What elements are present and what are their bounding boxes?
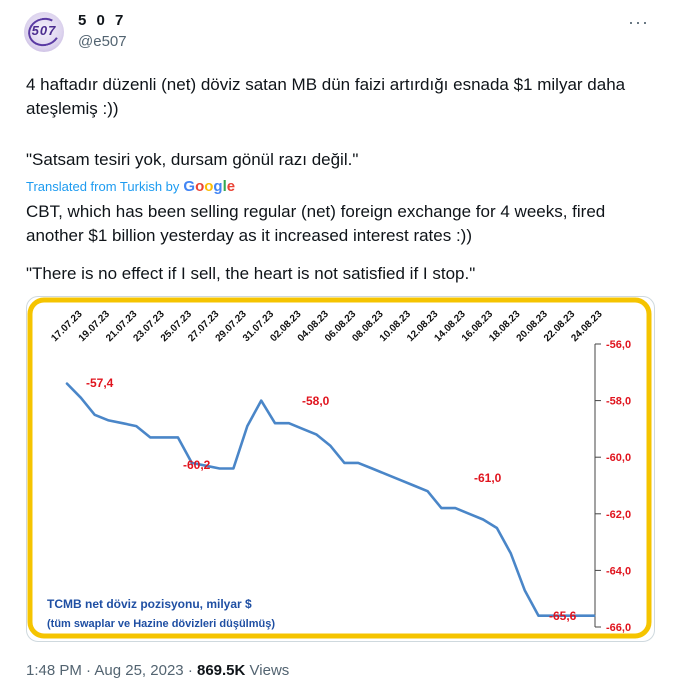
tweet-date[interactable]: Aug 25, 2023 bbox=[94, 662, 184, 679]
tweet-media-image[interactable]: -56,0 -58,0 -60,0 -62,0 -64,0 -66,0 17.07.23 19… bbox=[26, 296, 655, 642]
data-point bbox=[385, 473, 387, 475]
data-point bbox=[288, 422, 290, 425]
data-label: -57,4 bbox=[86, 376, 114, 390]
more-horizontal-icon[interactable]: ··· bbox=[628, 12, 649, 32]
data-point bbox=[371, 467, 373, 470]
data-label: -60,2 bbox=[183, 458, 211, 472]
y-tick-label: -60,0 bbox=[606, 452, 631, 464]
chart-border bbox=[27, 297, 652, 639]
translation-label: Translated from Turkish by bbox=[26, 179, 180, 194]
views-label: Views bbox=[249, 662, 290, 679]
data-point bbox=[357, 462, 360, 464]
y-tick-label: -58,0 bbox=[606, 396, 631, 408]
chart-caption-line-1: TCMB net döviz pozisyonu, milyar $ bbox=[47, 597, 252, 611]
translation-attribution[interactable]: Translated from Turkish by Google bbox=[26, 178, 235, 195]
tweet-original-paragraph-1: 4 haftadır düzenli (net) döviz satan MB … bbox=[26, 75, 626, 118]
data-point bbox=[274, 422, 276, 425]
tweet-time[interactable]: 1:48 PM bbox=[26, 662, 82, 679]
data-point bbox=[204, 464, 207, 467]
data-point bbox=[593, 614, 595, 617]
data-point bbox=[523, 589, 526, 592]
author-display-name[interactable]: 5 0 7 bbox=[78, 12, 127, 29]
tweet-original-paragraph-2: "Satsam tesiri yok, dursam gönül razı de… bbox=[26, 150, 359, 169]
data-point bbox=[496, 527, 498, 529]
line-chart: -56,0-58,0-60,0-62,0-64,0-66,017.07.2319… bbox=[27, 297, 652, 639]
data-point bbox=[107, 419, 110, 422]
y-tick-label: -66,0 bbox=[606, 622, 631, 634]
google-logo-icon: Google bbox=[183, 178, 236, 195]
data-point bbox=[454, 507, 457, 509]
data-point bbox=[551, 614, 554, 617]
tweet-footer: 1:48 PM · Aug 25, 2023 · 869.5K Views bbox=[26, 662, 289, 679]
y-tick-label: -62,0 bbox=[606, 509, 631, 521]
data-label: -65,6 bbox=[549, 609, 577, 623]
data-point bbox=[135, 425, 138, 427]
data-point bbox=[509, 552, 512, 555]
data-point bbox=[440, 507, 443, 509]
views-count: 869.5K bbox=[196, 662, 246, 679]
data-point bbox=[579, 614, 581, 617]
data-point bbox=[301, 428, 304, 430]
data-point bbox=[399, 479, 401, 481]
data-point bbox=[329, 445, 332, 447]
data-point bbox=[163, 436, 165, 439]
data-point bbox=[191, 462, 193, 464]
data-point bbox=[80, 396, 82, 399]
tweet-translated-paragraph-2: "There is no effect if I sell, the heart… bbox=[26, 264, 476, 283]
data-point bbox=[468, 513, 470, 515]
data-point bbox=[177, 436, 179, 439]
data-label: -58,0 bbox=[302, 394, 330, 408]
data-point bbox=[260, 399, 262, 402]
data-point bbox=[537, 614, 540, 617]
y-tick-label: -56,0 bbox=[606, 339, 631, 351]
data-point bbox=[66, 382, 68, 385]
data-point bbox=[218, 467, 221, 470]
data-point bbox=[149, 436, 152, 439]
author-handle[interactable]: @e507 bbox=[78, 33, 127, 50]
data-point bbox=[482, 518, 484, 521]
data-point bbox=[121, 422, 124, 425]
data-point bbox=[93, 413, 96, 416]
data-point bbox=[412, 484, 415, 487]
data-point bbox=[426, 490, 429, 492]
data-point bbox=[565, 614, 568, 617]
data-point bbox=[246, 425, 249, 427]
chart-caption-line-2: (tüm swaplar ve Hazine dövizleri düşülmü… bbox=[47, 618, 275, 630]
tweet-translated-paragraph-1: CBT, which has been selling regular (net… bbox=[26, 202, 606, 245]
avatar[interactable]: 507 bbox=[24, 12, 64, 52]
data-point bbox=[343, 462, 346, 464]
data-point bbox=[232, 467, 235, 470]
footer-separator-1: · bbox=[86, 662, 95, 679]
avatar-logo-text: 507 bbox=[31, 23, 57, 38]
y-tick-label: -64,0 bbox=[606, 565, 631, 577]
footer-separator-2: · bbox=[187, 662, 197, 679]
data-point bbox=[315, 433, 318, 436]
data-label: -61,0 bbox=[474, 471, 502, 485]
